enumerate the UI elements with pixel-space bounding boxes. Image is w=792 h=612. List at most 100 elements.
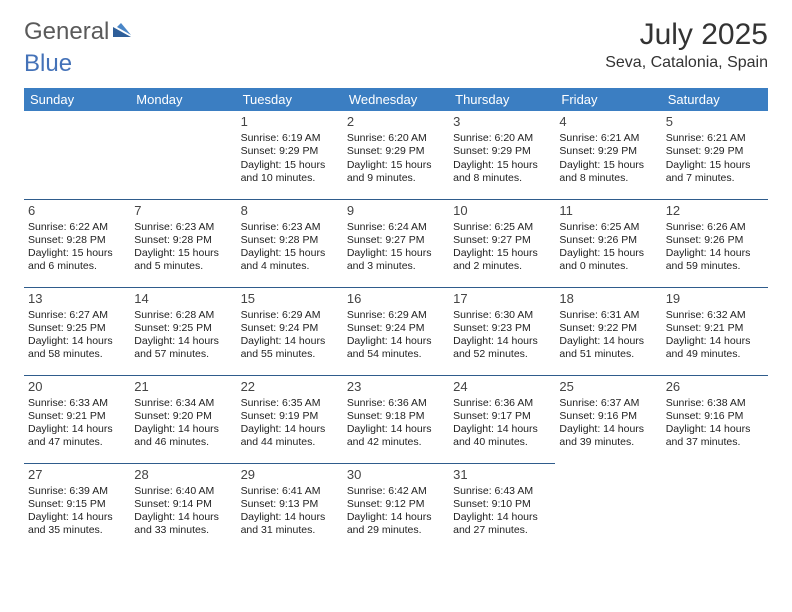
calendar-cell: 17 Sunrise: 6:30 AMSunset: 9:23 PMDayligh…	[449, 287, 555, 375]
sunrise-text: Sunrise: 6:33 AM	[28, 397, 126, 410]
calendar-header-cell: Wednesday	[343, 88, 449, 111]
day-number: 29	[241, 467, 339, 483]
calendar-cell: 9Sunrise: 6:24 AMSunset: 9:27 PMDaylight…	[343, 199, 449, 287]
logo: General	[24, 18, 137, 46]
sunset-text: Sunset: 9:27 PM	[347, 234, 445, 247]
day-number: 24	[453, 379, 551, 395]
calendar-row: 1Sunrise: 6:19 AMSunset: 9:29 PMDaylight…	[24, 111, 768, 199]
sunrise-text: Sunrise: 6:27 AM	[28, 309, 126, 322]
calendar-cell: 11Sunrise: 6:25 AMSunset: 9:26 PMDayligh…	[555, 199, 661, 287]
daylight-text: Daylight: 14 hours and 29 minutes.	[347, 511, 445, 537]
calendar-cell: 23Sunrise: 6:36 AMSunset: 9:18 PMDayligh…	[343, 375, 449, 463]
sunset-text: Sunset: 9:14 PM	[134, 498, 232, 511]
sunset-text: Sunset: 9:28 PM	[134, 234, 232, 247]
calendar-cell	[130, 111, 236, 199]
day-number: 19	[666, 291, 764, 307]
daylight-text: Daylight: 14 hours and 46 minutes.	[134, 423, 232, 449]
day-number: 4	[559, 114, 657, 130]
sunrise-text: Sunrise: 6:22 AM	[28, 221, 126, 234]
sunrise-text: Sunrise: 6:25 AM	[453, 221, 551, 234]
calendar-cell: 6Sunrise: 6:22 AMSunset: 9:28 PMDaylight…	[24, 199, 130, 287]
sunset-text: Sunset: 9:15 PM	[28, 498, 126, 511]
sunrise-text: Sunrise: 6:43 AM	[453, 485, 551, 498]
calendar-cell: 29Sunrise: 6:41 AMSunset: 9:13 PMDayligh…	[237, 463, 343, 551]
day-number: 7	[134, 203, 232, 219]
day-number: 1	[241, 114, 339, 130]
calendar-row: 20Sunrise: 6:33 AMSunset: 9:21 PMDayligh…	[24, 375, 768, 463]
sunset-text: Sunset: 9:25 PM	[28, 322, 126, 335]
daylight-text: Daylight: 14 hours and 52 minutes.	[453, 335, 551, 361]
sunset-text: Sunset: 9:20 PM	[134, 410, 232, 423]
day-number: 16	[347, 291, 445, 307]
day-number: 12	[666, 203, 764, 219]
calendar-cell: 20Sunrise: 6:33 AMSunset: 9:21 PMDayligh…	[24, 375, 130, 463]
calendar-cell	[555, 463, 661, 551]
daylight-text: Daylight: 14 hours and 35 minutes.	[28, 511, 126, 537]
day-number: 25	[559, 379, 657, 395]
calendar-header-cell: Thursday	[449, 88, 555, 111]
calendar-cell	[662, 463, 768, 551]
day-number: 14	[134, 291, 232, 307]
sunset-text: Sunset: 9:28 PM	[28, 234, 126, 247]
sunrise-text: Sunrise: 6:25 AM	[559, 221, 657, 234]
day-number: 9	[347, 203, 445, 219]
calendar-header-cell: Sunday	[24, 88, 130, 111]
sunset-text: Sunset: 9:24 PM	[347, 322, 445, 335]
day-number: 3	[453, 114, 551, 130]
daylight-text: Daylight: 14 hours and 54 minutes.	[347, 335, 445, 361]
sunset-text: Sunset: 9:28 PM	[241, 234, 339, 247]
sunrise-text: Sunrise: 6:34 AM	[134, 397, 232, 410]
sunrise-text: Sunrise: 6:37 AM	[559, 397, 657, 410]
day-number: 18	[559, 291, 657, 307]
day-number: 13	[28, 291, 126, 307]
sunrise-text: Sunrise: 6:21 AM	[666, 132, 764, 145]
daylight-text: Daylight: 14 hours and 40 minutes.	[453, 423, 551, 449]
sunset-text: Sunset: 9:22 PM	[559, 322, 657, 335]
sunset-text: Sunset: 9:18 PM	[347, 410, 445, 423]
logo-flag-icon	[113, 18, 137, 46]
daylight-text: Daylight: 14 hours and 57 minutes.	[134, 335, 232, 361]
sunrise-text: Sunrise: 6:40 AM	[134, 485, 232, 498]
calendar-cell: 25Sunrise: 6:37 AMSunset: 9:16 PMDayligh…	[555, 375, 661, 463]
sunrise-text: Sunrise: 6:31 AM	[559, 309, 657, 322]
daylight-text: Daylight: 15 hours and 7 minutes.	[666, 159, 764, 185]
sunset-text: Sunset: 9:21 PM	[28, 410, 126, 423]
calendar-cell: 4Sunrise: 6:21 AMSunset: 9:29 PMDaylight…	[555, 111, 661, 199]
calendar-cell: 15Sunrise: 6:29 AMSunset: 9:24 PMDayligh…	[237, 287, 343, 375]
calendar-cell: 1Sunrise: 6:19 AMSunset: 9:29 PMDaylight…	[237, 111, 343, 199]
sunset-text: Sunset: 9:29 PM	[241, 145, 339, 158]
calendar-cell: 30Sunrise: 6:42 AMSunset: 9:12 PMDayligh…	[343, 463, 449, 551]
day-number: 22	[241, 379, 339, 395]
daylight-text: Daylight: 14 hours and 33 minutes.	[134, 511, 232, 537]
daylight-text: Daylight: 14 hours and 37 minutes.	[666, 423, 764, 449]
sunset-text: Sunset: 9:26 PM	[666, 234, 764, 247]
daylight-text: Daylight: 15 hours and 8 minutes.	[559, 159, 657, 185]
sunset-text: Sunset: 9:25 PM	[134, 322, 232, 335]
sunrise-text: Sunrise: 6:30 AM	[453, 309, 551, 322]
sunset-text: Sunset: 9:12 PM	[347, 498, 445, 511]
daylight-text: Daylight: 14 hours and 31 minutes.	[241, 511, 339, 537]
daylight-text: Daylight: 15 hours and 8 minutes.	[453, 159, 551, 185]
sunrise-text: Sunrise: 6:28 AM	[134, 309, 232, 322]
sunrise-text: Sunrise: 6:23 AM	[134, 221, 232, 234]
sunrise-text: Sunrise: 6:26 AM	[666, 221, 764, 234]
calendar-row: 6Sunrise: 6:22 AMSunset: 9:28 PMDaylight…	[24, 199, 768, 287]
sunrise-text: Sunrise: 6:29 AM	[347, 309, 445, 322]
sunrise-text: Sunrise: 6:20 AM	[453, 132, 551, 145]
sunset-text: Sunset: 9:23 PM	[453, 322, 551, 335]
day-number: 2	[347, 114, 445, 130]
sunrise-text: Sunrise: 6:41 AM	[241, 485, 339, 498]
sunrise-text: Sunrise: 6:29 AM	[241, 309, 339, 322]
calendar-row: 13Sunrise: 6:27 AMSunset: 9:25 PMDayligh…	[24, 287, 768, 375]
sunrise-text: Sunrise: 6:21 AM	[559, 132, 657, 145]
day-number: 17	[453, 291, 551, 307]
page-title: July 2025	[605, 18, 768, 52]
calendar-cell: 21Sunrise: 6:34 AMSunset: 9:20 PMDayligh…	[130, 375, 236, 463]
calendar-cell: 8Sunrise: 6:23 AMSunset: 9:28 PMDaylight…	[237, 199, 343, 287]
calendar-cell: 19Sunrise: 6:32 AMSunset: 9:21 PMDayligh…	[662, 287, 768, 375]
daylight-text: Daylight: 15 hours and 2 minutes.	[453, 247, 551, 273]
day-number: 26	[666, 379, 764, 395]
calendar-cell: 16 Sunrise: 6:29 AMSunset: 9:24 PMDayligh…	[343, 287, 449, 375]
daylight-text: Daylight: 14 hours and 58 minutes.	[28, 335, 126, 361]
sunrise-text: Sunrise: 6:23 AM	[241, 221, 339, 234]
